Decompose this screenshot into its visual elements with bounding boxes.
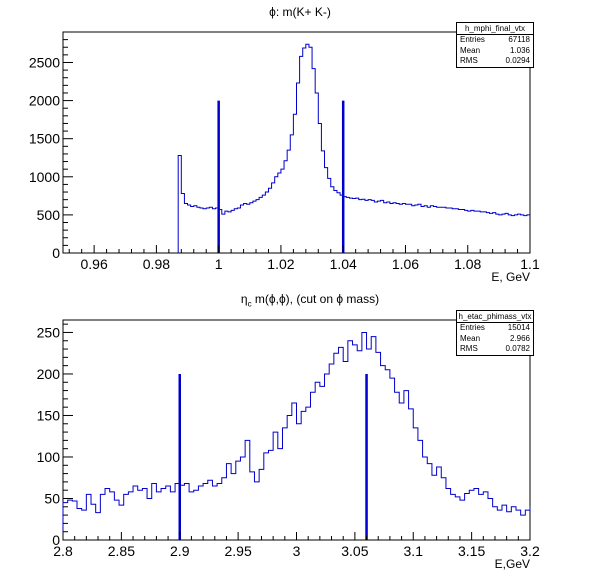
bottom-stats-name: h_etac_phimass_vtx [457, 312, 533, 323]
bottom-title-eta: η [240, 292, 248, 306]
bottom-chart-title: ηc m(ϕ,ϕ), (cut on ϕ mass) [180, 292, 440, 308]
top-y-tick-label: 1000 [29, 169, 60, 185]
top-stats-mean-value: 1.036 [509, 45, 530, 55]
top-stats-rms-label: RMS [460, 56, 478, 65]
top-stats-entries-row: Entries 67118 [457, 35, 533, 46]
bottom-x-tick-label: 2.85 [108, 543, 135, 559]
bottom-title-rest: m(ϕ,ϕ), (cut on ϕ mass) [251, 292, 380, 306]
bottom-stats-rms-row: RMS 0.0782 [457, 344, 533, 355]
bottom-stats-rms-value: 0.0782 [505, 344, 530, 353]
top-stats-name: h_mphi_final_vtx [457, 23, 533, 35]
top-plot-frame [62, 31, 531, 254]
top-stats-entries-label: Entries [460, 35, 485, 44]
bottom-title-sub: c [247, 299, 252, 309]
top-x-tick-label: 1.04 [330, 256, 357, 272]
bottom-x-tick-label: 3.05 [341, 543, 368, 559]
top-y-tick-label: 500 [37, 207, 61, 223]
bottom-y-tick-label: 0 [52, 532, 60, 548]
top-histogram-line [177, 43, 530, 253]
top-x-tick-label: 0.98 [143, 256, 170, 272]
top-y-tick-label: 2000 [29, 93, 60, 109]
bottom-stats-entries-label: Entries [460, 323, 485, 332]
bottom-stats-mean-label: Mean [460, 333, 481, 343]
top-x-tick-label: 1 [215, 256, 223, 272]
top-x-tick-label: 1.06 [392, 256, 419, 272]
bottom-y-tick-label: 50 [44, 490, 60, 506]
bottom-histogram-line [62, 331, 531, 540]
top-x-tick-label: 0.96 [81, 256, 108, 272]
top-y-tick-label: 0 [52, 245, 60, 261]
bottom-y-tick-label: 150 [37, 407, 61, 423]
bottom-stats-entries-row: Entries 15014 [457, 323, 533, 334]
top-x-tick-label: 1.08 [454, 256, 481, 272]
top-x-tick-label: 1.1 [520, 256, 540, 272]
bottom-stats-box: h_etac_phimass_vtx Entries 15014 Mean 2.… [456, 310, 534, 356]
top-stats-box: h_mphi_final_vtx Entries 67118 Mean 1.03… [456, 22, 534, 68]
bottom-x-tick-label: 3.2 [520, 543, 540, 559]
top-y-tick-label: 1500 [29, 131, 60, 147]
top-stats-mean-row: Mean 1.036 [457, 46, 533, 57]
bottom-x-tick-label: 3.1 [404, 543, 424, 559]
top-x-axis-label: E, GeV [491, 270, 530, 284]
bottom-x-axis-label: E,GeV [495, 557, 530, 571]
top-stats-entries-value: 67118 [508, 35, 530, 44]
bottom-x-tick-label: 2.8 [53, 543, 73, 559]
top-y-tick-label: 2500 [29, 54, 60, 70]
bottom-y-tick-label: 100 [37, 449, 61, 465]
top-stats-mean-label: Mean [460, 45, 481, 55]
bottom-x-tick-label: 3.15 [458, 543, 485, 559]
bottom-stats-entries-value: 15014 [507, 323, 530, 332]
bottom-stats-mean-value: 2.966 [509, 333, 530, 343]
top-chart-title: ϕ: m(K+ K-) [269, 5, 331, 19]
bottom-y-tick-label: 200 [37, 366, 61, 382]
bottom-y-tick-label: 250 [37, 324, 61, 340]
top-x-tick-label: 1.02 [267, 256, 294, 272]
bottom-stats-rms-label: RMS [460, 344, 478, 353]
top-stats-rms-row: RMS 0.0294 [457, 56, 533, 67]
bottom-stats-mean-row: Mean 2.966 [457, 334, 533, 345]
bottom-x-tick-label: 3 [293, 543, 301, 559]
top-stats-rms-value: 0.0294 [505, 56, 530, 65]
bottom-x-tick-label: 2.95 [225, 543, 252, 559]
bottom-x-tick-label: 2.9 [170, 543, 190, 559]
